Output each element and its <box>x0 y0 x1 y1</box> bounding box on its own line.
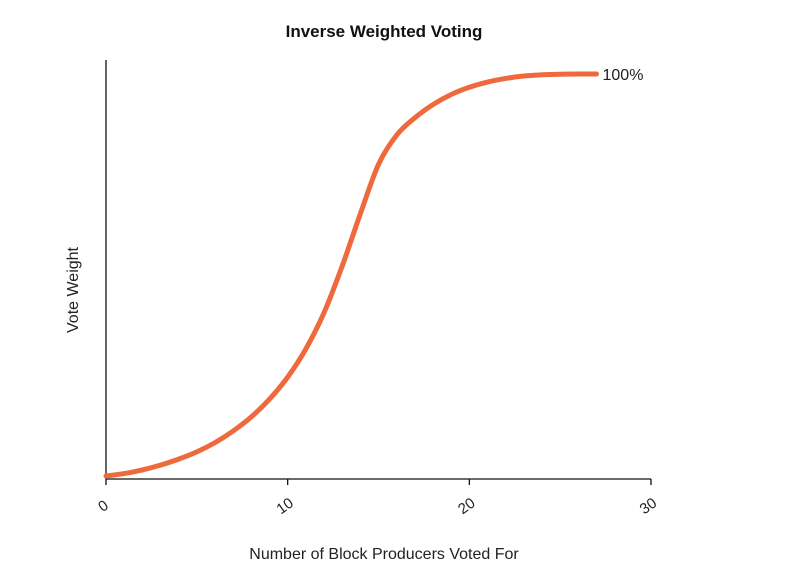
x-tick-label-10: 10 <box>273 495 296 518</box>
chart-title: Inverse Weighted Voting <box>286 22 483 41</box>
x-tick-label-30: 30 <box>637 495 660 518</box>
x-axis-ticks <box>105 479 652 485</box>
end-value-label: 100% <box>603 67 644 84</box>
x-axis-label: Number of Block Producers Voted For <box>249 546 519 563</box>
x-tick-label-0: 0 <box>95 497 112 516</box>
x-axis-tick-labels: 0 10 20 30 <box>95 495 660 518</box>
series-line <box>103 71 599 479</box>
x-tick-label-20: 20 <box>455 495 478 518</box>
y-axis-label: Vote Weight <box>65 246 82 333</box>
